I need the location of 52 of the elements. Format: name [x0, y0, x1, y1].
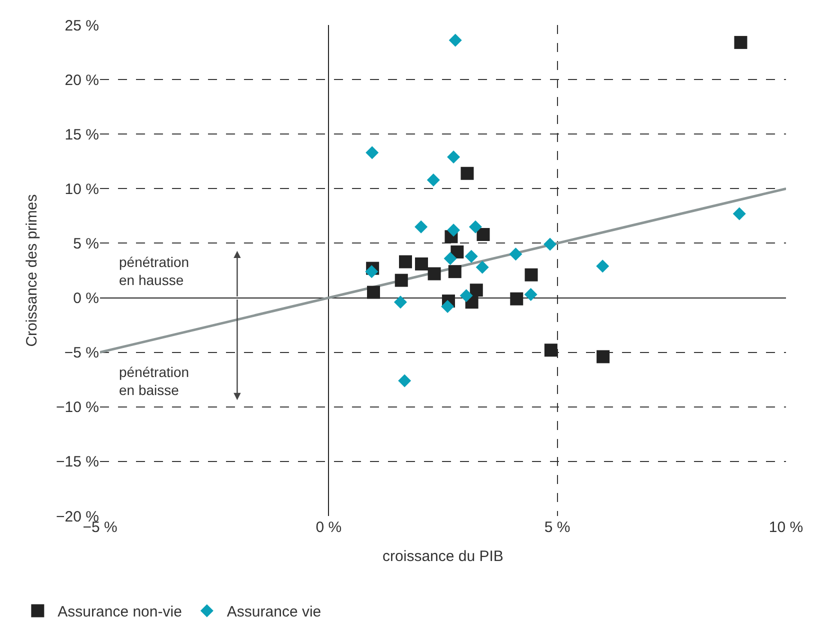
point [734, 36, 748, 49]
annotation: pénétration en baisse [119, 364, 190, 398]
y-tick-label: −5 % [64, 344, 99, 362]
y-tick-label: 5 % [73, 235, 99, 252]
point [398, 374, 412, 388]
point [366, 286, 380, 299]
point [441, 300, 454, 314]
legend-label: Assurance vie [226, 604, 322, 621]
x-tick-label: 10 % [768, 519, 804, 536]
point [596, 260, 610, 273]
point [414, 220, 428, 234]
point [394, 274, 408, 287]
y-tick-label: 20 % [64, 72, 99, 89]
point [544, 238, 557, 251]
point [428, 267, 441, 280]
point [596, 350, 610, 364]
annotation: pénétration en hausse [119, 254, 190, 288]
point [365, 265, 378, 278]
y-tick-label: −15 % [56, 454, 99, 471]
point [415, 257, 428, 270]
point [399, 255, 412, 268]
point [470, 284, 483, 297]
x-axis-title: croissance du PIB [382, 548, 504, 565]
y-tick-label: 25 % [64, 17, 99, 34]
point [426, 173, 440, 186]
point [732, 207, 746, 220]
point [447, 224, 460, 237]
point [444, 252, 457, 265]
point [460, 166, 474, 180]
point [447, 150, 460, 164]
point [460, 289, 473, 302]
point [509, 248, 522, 261]
y-tick-label: 15 % [64, 126, 99, 144]
point [394, 296, 407, 309]
x-tick-label: 5 % [544, 519, 570, 536]
point [544, 344, 558, 357]
point [448, 265, 462, 278]
y-axis-title: Croissance des primes [23, 194, 40, 347]
y-tick-label: 0 % [73, 290, 99, 308]
point [448, 34, 462, 47]
y-tick-label: −10 % [56, 399, 99, 416]
point [476, 260, 489, 274]
point [476, 228, 490, 241]
legend-label: Assurance non-vie [58, 604, 182, 621]
x-tick-label: 0 % [316, 519, 342, 536]
y-tick-label: 10 % [64, 180, 99, 198]
point [468, 220, 482, 234]
point [524, 268, 538, 282]
point [464, 250, 478, 263]
point [510, 292, 524, 306]
point [524, 288, 538, 301]
point [366, 146, 379, 160]
